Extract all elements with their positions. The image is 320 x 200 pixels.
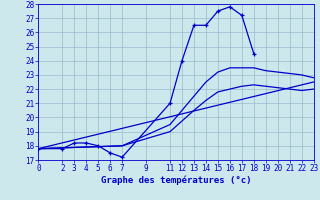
X-axis label: Graphe des températures (°c): Graphe des températures (°c) [101,176,251,185]
